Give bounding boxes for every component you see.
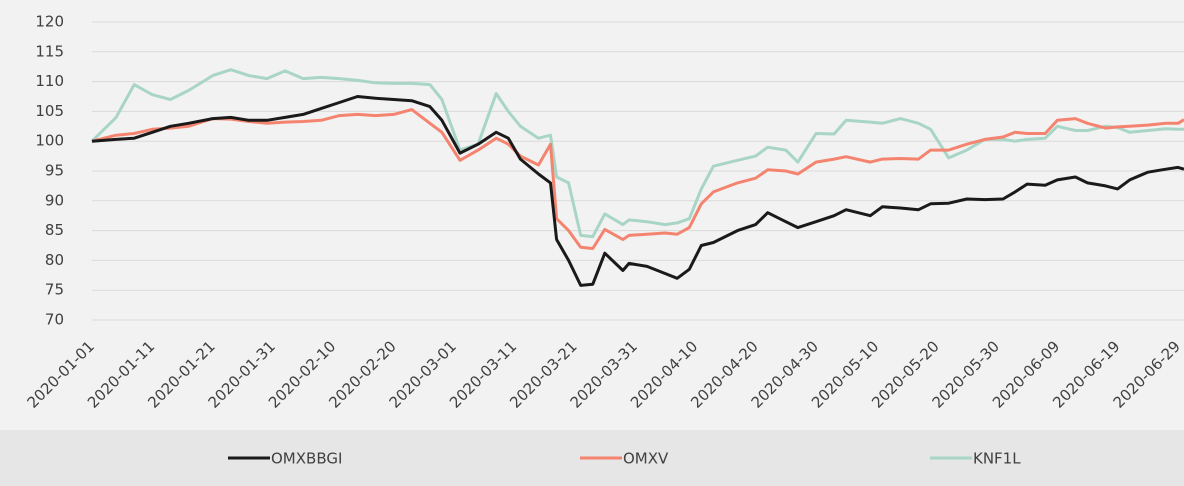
y-tick-label: 80 (45, 251, 64, 269)
y-tick-label: 95 (45, 162, 64, 180)
y-tick-label: 100 (35, 132, 64, 150)
plot-background (0, 0, 1184, 430)
y-tick-label: 85 (45, 221, 64, 239)
y-tick-label: 120 (35, 13, 64, 31)
series-line (90, 68, 1184, 239)
y-tick-label: 70 (45, 311, 64, 329)
y-tick-label: 90 (45, 191, 64, 209)
series-line (91, 95, 1184, 287)
legend-label: OMXV (623, 450, 669, 468)
y-tick-label: 105 (35, 102, 64, 120)
y-tick-label: 110 (35, 72, 64, 90)
y-tick-label: 75 (45, 281, 64, 299)
series-line (91, 108, 1184, 250)
y-tick-label: 115 (35, 42, 64, 60)
legend-label: OMXBBGI (271, 450, 342, 468)
legend-label: KNF1L (973, 450, 1021, 468)
